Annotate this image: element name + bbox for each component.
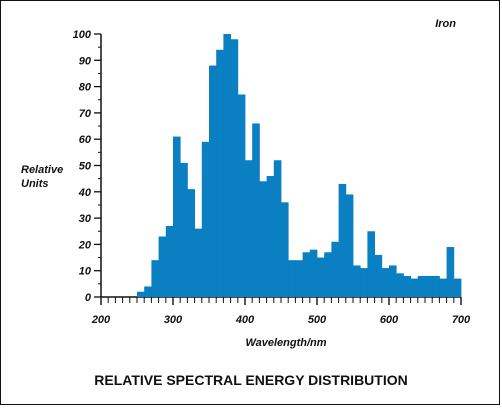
spectrum-bar xyxy=(446,247,455,297)
spectrum-bar xyxy=(317,257,325,297)
spectrum-bar xyxy=(360,268,368,297)
spectrum-bar xyxy=(338,183,347,297)
corner-label: Iron xyxy=(435,18,456,30)
spectrum-bar xyxy=(151,260,159,297)
spectrum-bar xyxy=(381,268,390,297)
spectrum-bar xyxy=(432,275,440,297)
spectrum-bar xyxy=(281,202,289,297)
spectrum-bar xyxy=(417,275,426,297)
x-tick-label: 600 xyxy=(380,314,399,326)
y-axis-title-line: Units xyxy=(21,178,49,190)
y-axis-title-line: Relative xyxy=(21,164,63,176)
x-tick-label: 200 xyxy=(91,314,111,326)
spectrum-bar xyxy=(252,123,260,297)
spectrum-bar xyxy=(194,228,203,297)
spectrum-bar xyxy=(237,94,246,298)
spectrum-bar xyxy=(324,252,332,297)
spectrum-bar xyxy=(353,265,361,297)
spectrum-bar xyxy=(165,225,174,297)
y-tick-label: 20 xyxy=(78,239,92,251)
spectrum-bar xyxy=(173,136,181,297)
spectrum-bar xyxy=(374,254,383,297)
y-tick-label: 90 xyxy=(79,55,92,67)
chart-title: RELATIVE SPECTRAL ENERGY DISTRIBUTION xyxy=(94,372,407,388)
spectrum-bar xyxy=(302,252,311,297)
x-tick-label: 700 xyxy=(452,314,471,326)
spectrum-bar xyxy=(144,286,152,297)
spectrum-bar xyxy=(273,160,282,297)
spectrum-bar xyxy=(295,260,303,297)
spectrum-bar xyxy=(453,278,462,297)
y-tick-label: 10 xyxy=(79,266,92,278)
spectrum-bar xyxy=(137,291,145,297)
spectrum-bar xyxy=(158,236,167,297)
y-axis-title: Relative Units xyxy=(21,164,63,190)
x-tick-label: 400 xyxy=(235,314,255,326)
y-tick-label: 0 xyxy=(85,292,92,304)
spectrum-bar xyxy=(345,194,354,297)
spectrum-bar xyxy=(230,39,239,297)
spectrum-bar xyxy=(187,189,195,297)
y-tick-label: 100 xyxy=(73,29,92,41)
x-tick-label: 300 xyxy=(164,314,183,326)
y-tick-label: 50 xyxy=(79,161,92,173)
spectrum-bar xyxy=(439,278,447,297)
spectrum-bar xyxy=(245,160,253,297)
spectrum-bar xyxy=(410,278,419,297)
y-tick-label: 80 xyxy=(79,82,92,94)
y-tick-label: 60 xyxy=(79,134,92,146)
y-tick-label: 40 xyxy=(78,187,92,199)
spectrum-bar xyxy=(425,275,433,297)
spectrum-bar xyxy=(209,65,217,297)
labels-layer: 0 10 20 30 40 50 60 70 80 90 100 200 300 400 500 600 700 xyxy=(73,29,471,326)
x-axis-title: Wavelength/nm xyxy=(245,337,326,349)
spectrum-bar xyxy=(201,141,210,297)
spectrum-bar xyxy=(331,241,339,297)
spectrum-bar xyxy=(396,273,404,297)
x-tick-label: 500 xyxy=(308,314,327,326)
spectrum-bar xyxy=(180,162,188,297)
spectrum-bar xyxy=(403,275,411,297)
spectrum-bar xyxy=(266,176,275,297)
spectrum-bar xyxy=(288,260,296,297)
spectrum-bar xyxy=(216,49,224,297)
y-tick-label: 70 xyxy=(79,108,92,120)
spectrum-bar xyxy=(309,249,318,297)
bars-layer xyxy=(137,34,462,298)
spectrum-bar xyxy=(367,231,375,297)
spectrum-bar xyxy=(389,265,397,297)
spectrum-bar xyxy=(223,34,231,297)
y-tick-label: 30 xyxy=(79,213,92,225)
spectrum-bar xyxy=(259,181,267,297)
